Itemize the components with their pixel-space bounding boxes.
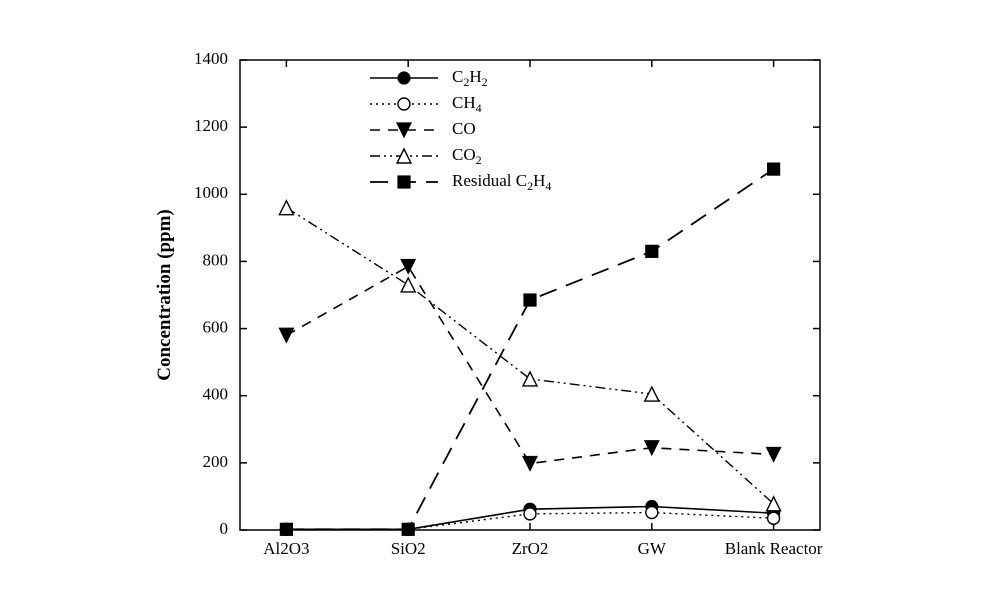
legend-label: CO bbox=[452, 119, 476, 138]
concentration-chart: 0 200 400 600 800 1000 1200 1400 Al2O3 SiO2 ZrO2 GW… bbox=[0, 0, 989, 600]
y-tick-label: 400 bbox=[203, 385, 229, 404]
y-tick-label: 800 bbox=[203, 250, 229, 269]
y-tick-label: 1200 bbox=[194, 116, 228, 135]
y-tick-label: 600 bbox=[203, 317, 229, 336]
chart-container: 0 200 400 600 800 1000 1200 1400 Al2O3 SiO2 ZrO2 GW… bbox=[0, 0, 989, 600]
y-tick-label: 0 bbox=[220, 519, 229, 538]
x-tick-label: Blank Reactor bbox=[725, 539, 823, 558]
x-tick-label: GW bbox=[638, 539, 667, 558]
y-axis-label: Concentration (ppm) bbox=[154, 209, 175, 381]
y-tick-label: 200 bbox=[203, 452, 229, 471]
x-tick-label: Al2O3 bbox=[263, 539, 309, 558]
legend-label: Residual C2H4 bbox=[452, 171, 551, 193]
y-tick-label: 1000 bbox=[194, 183, 228, 202]
x-tick-label: ZrO2 bbox=[512, 539, 549, 558]
y-tick-label: 1400 bbox=[194, 49, 228, 68]
x-tick-label: SiO2 bbox=[391, 539, 426, 558]
